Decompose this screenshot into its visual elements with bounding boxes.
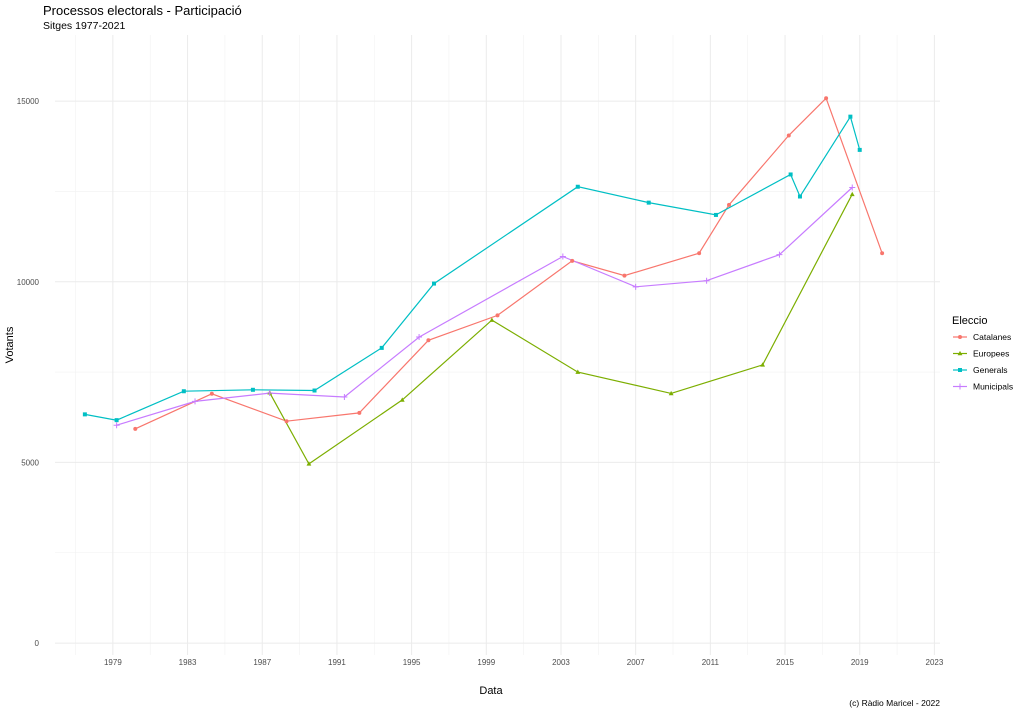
series-line-generals [84, 115, 861, 421]
data-point-generals [181, 389, 186, 394]
data-point-generals [82, 412, 87, 417]
data-point-catalanes [209, 391, 214, 396]
data-point-municipals [113, 422, 120, 429]
x-tick-label: 2003 [552, 658, 570, 667]
data-point-municipals [849, 184, 856, 191]
legend-item-europees: Europees [953, 349, 1009, 359]
data-point-catalanes [133, 426, 138, 431]
y-tick-label: 15000 [17, 97, 40, 106]
x-tick-label: 2007 [627, 658, 645, 667]
legend-item-municipals: Municipals [953, 382, 1013, 392]
data-point-catalanes [824, 96, 829, 101]
data-point-europees [760, 362, 766, 367]
series-points [82, 96, 885, 466]
data-point-catalanes [357, 410, 362, 415]
data-point-municipals [559, 253, 566, 260]
data-point-generals [788, 172, 793, 177]
data-point-generals [114, 418, 119, 423]
data-point-generals [713, 212, 718, 217]
data-point-catalanes [284, 419, 289, 424]
y-tick-label: 5000 [21, 458, 39, 467]
data-point-generals [797, 194, 802, 199]
chart-subtitle: Sitges 1977-2021 [43, 20, 126, 32]
x-tick-label: 1995 [403, 658, 421, 667]
legend-key-marker [957, 350, 963, 356]
data-point-municipals [703, 277, 710, 284]
legend-label: Municipals [973, 382, 1013, 392]
x-tick-label: 2011 [702, 658, 720, 667]
legend: Eleccio Catalanes Europees Generals Municip… [952, 315, 1013, 392]
series-line-municipals [116, 187, 853, 426]
legend-item-generals: Generals [953, 365, 1008, 375]
data-point-generals [646, 200, 651, 205]
data-point-europees [489, 317, 495, 322]
legend-label: Europees [973, 349, 1009, 359]
data-point-municipals [341, 394, 348, 401]
data-point-catalanes [727, 202, 732, 207]
data-point-municipals [416, 334, 423, 341]
data-point-catalanes [622, 273, 627, 278]
data-point-municipals [776, 251, 783, 258]
data-point-generals [379, 345, 384, 350]
legend-label: Generals [973, 365, 1008, 375]
x-tick-label: 2019 [851, 658, 869, 667]
data-point-generals [575, 184, 580, 189]
data-point-catalanes [570, 258, 575, 263]
data-point-europees [668, 390, 674, 396]
data-point-generals [432, 281, 437, 286]
legend-item-catalanes: Catalanes [953, 332, 1011, 342]
legend-key-marker [958, 368, 962, 372]
data-point-europees [399, 397, 405, 402]
x-axis-label: Data [479, 685, 503, 697]
data-point-catalanes [495, 313, 500, 318]
x-tick-label: 1991 [328, 658, 346, 667]
x-tick-label: 1987 [253, 658, 271, 667]
y-tick-label: 0 [35, 639, 40, 648]
data-point-generals [312, 388, 317, 393]
tick-labels: 0 5000 10000 15000 1979 1983 1987 1991 1995 1999 2… [17, 97, 944, 667]
data-point-catalanes [880, 251, 885, 256]
data-point-generals [250, 387, 255, 392]
chart-title: Processos electorals - Participació [43, 3, 242, 18]
data-point-catalanes [697, 251, 702, 256]
x-tick-label: 2023 [926, 658, 944, 667]
data-point-europees [575, 369, 581, 374]
legend-key-marker [957, 383, 963, 390]
x-tick-label: 2015 [776, 658, 794, 667]
data-point-generals [848, 114, 853, 119]
data-point-catalanes [786, 133, 791, 138]
chart-caption: (c) Ràdio Maricel - 2022 [849, 698, 940, 708]
legend-key-marker [958, 335, 962, 339]
series-lines [84, 97, 883, 465]
x-tick-label: 1979 [104, 658, 122, 667]
series-line-europees [269, 194, 853, 465]
series-line-catalanes [135, 97, 883, 430]
data-point-generals [857, 147, 862, 152]
data-point-municipals [632, 283, 639, 290]
data-point-europees [306, 461, 312, 466]
data-point-municipals [192, 398, 199, 405]
data-point-catalanes [426, 338, 431, 343]
data-point-europees [849, 191, 855, 197]
data-point-municipals [266, 390, 273, 397]
x-tick-label: 1999 [477, 658, 495, 667]
grid [55, 35, 940, 655]
x-tick-label: 1983 [179, 658, 197, 667]
y-axis-label: Votants [4, 326, 16, 363]
y-tick-label: 10000 [17, 278, 40, 287]
legend-title: Eleccio [952, 315, 987, 327]
legend-label: Catalanes [973, 332, 1011, 342]
